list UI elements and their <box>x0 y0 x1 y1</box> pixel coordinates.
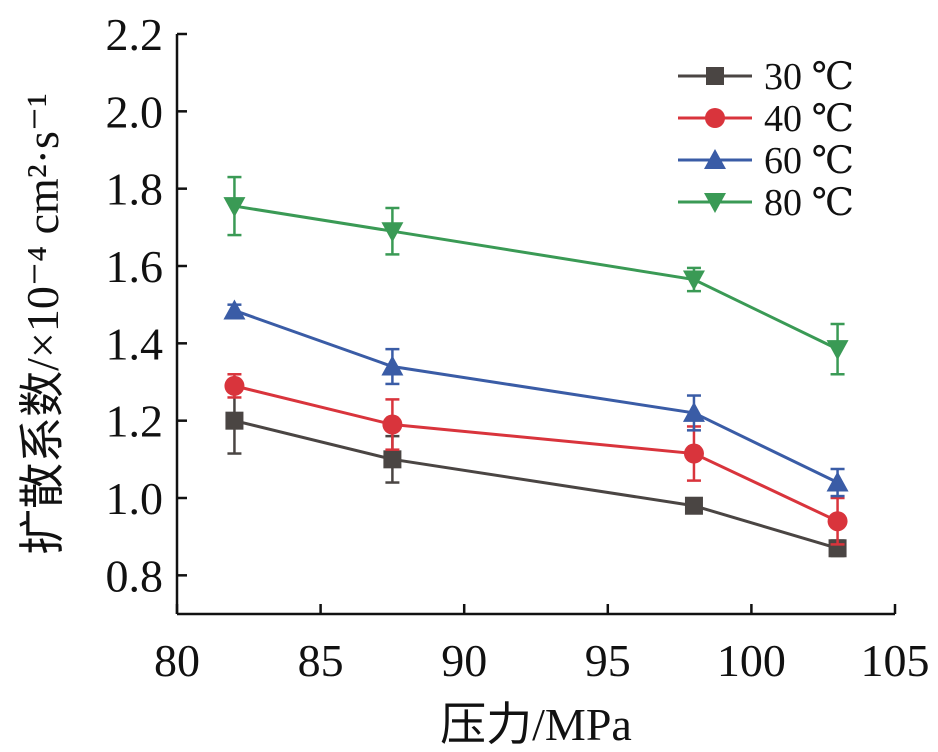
x-ticks: 80 85 90 95 100 105 <box>154 604 930 686</box>
legend-item: 40 ℃ <box>678 98 854 140</box>
series-layer <box>223 175 849 558</box>
data-point <box>381 355 404 376</box>
y-tick-label: 1.4 <box>106 318 164 369</box>
data-point <box>682 401 705 422</box>
legend-marker <box>704 193 726 213</box>
series-line <box>234 204 839 351</box>
x-tick-label: 80 <box>154 635 200 686</box>
data-point <box>684 496 703 515</box>
data-point <box>224 375 245 396</box>
legend-label: 40 ℃ <box>764 98 854 140</box>
legend-marker <box>706 67 724 85</box>
x-axis-label: 压力/MPa <box>440 699 632 750</box>
data-point <box>383 450 402 469</box>
y-tick-label: 1.2 <box>106 396 164 447</box>
data-point <box>223 299 246 320</box>
data-point <box>827 511 848 532</box>
y-tick-label: 1.8 <box>106 164 164 215</box>
data-point <box>826 340 849 361</box>
data-point <box>826 471 849 492</box>
data-point <box>683 443 704 464</box>
x-tick-label: 95 <box>585 635 631 686</box>
y-axis-label: 扩散系数/×10⁻⁴ cm²·s⁻¹ <box>17 93 68 555</box>
series-line <box>234 419 838 550</box>
x-tick-label: 100 <box>717 635 786 686</box>
series-line <box>233 309 839 484</box>
legend-item: 30 ℃ <box>678 56 854 98</box>
y-tick-label: 2.0 <box>106 86 164 137</box>
x-tick-label: 85 <box>298 635 344 686</box>
plot-axes <box>175 34 895 616</box>
series-3 <box>223 175 849 376</box>
series-2 <box>223 299 849 498</box>
legend-label: 30 ℃ <box>764 56 854 98</box>
data-point <box>225 411 244 430</box>
series-line <box>234 384 839 523</box>
y-ticks: 0.8 1.0 1.2 1.4 1.6 1.8 2.0 2.2 <box>106 9 187 601</box>
legend-label: 80 ℃ <box>764 182 854 224</box>
legend: 30 ℃40 ℃60 ℃80 ℃ <box>678 56 854 224</box>
y-tick-label: 2.2 <box>106 9 164 60</box>
series-0 <box>225 386 847 558</box>
data-point <box>682 270 705 291</box>
data-point <box>381 222 404 243</box>
legend-label: 60 ℃ <box>764 140 854 182</box>
y-tick-label: 1.6 <box>106 241 164 292</box>
legend-item: 60 ℃ <box>678 140 854 182</box>
legend-marker <box>705 108 725 128</box>
series-1 <box>224 373 848 546</box>
data-point <box>382 414 403 435</box>
y-tick-label: 1.0 <box>106 473 164 524</box>
legend-marker <box>704 149 726 169</box>
x-tick-label: 90 <box>441 635 487 686</box>
data-point <box>223 197 246 218</box>
y-tick-label: 0.8 <box>106 550 164 601</box>
x-tick-label: 105 <box>861 635 930 686</box>
legend-item: 80 ℃ <box>678 182 854 224</box>
